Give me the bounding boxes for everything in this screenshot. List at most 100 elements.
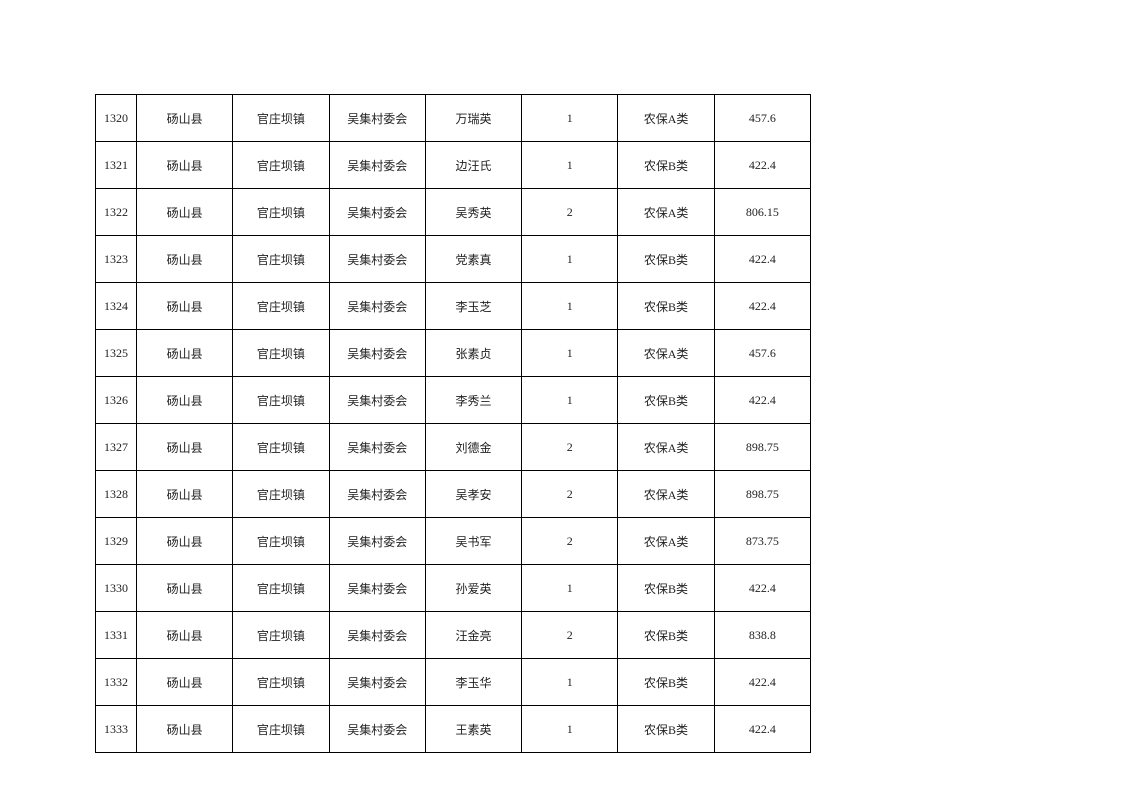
- cell-count: 2: [521, 470, 619, 518]
- cell-village-committee: 吴集村委会: [328, 188, 426, 236]
- cell-amount: 422.4: [713, 705, 812, 753]
- cell-insurance-type: 农保B类: [617, 611, 715, 659]
- table-row: 1329 砀山县 官庄坝镇 吴集村委会 吴书军 2 农保A类 873.75: [95, 517, 812, 565]
- cell-row-number: 1329: [95, 517, 137, 565]
- cell-village-committee: 吴集村委会: [328, 658, 426, 706]
- cell-insurance-type: 农保A类: [617, 517, 715, 565]
- cell-row-number: 1331: [95, 611, 137, 659]
- cell-count: 1: [521, 658, 619, 706]
- table-row: 1330 砀山县 官庄坝镇 吴集村委会 孙爱英 1 农保B类 422.4: [95, 564, 812, 612]
- cell-row-number: 1322: [95, 188, 137, 236]
- cell-person-name: 张素贞: [424, 329, 523, 377]
- cell-village-committee: 吴集村委会: [328, 423, 426, 471]
- cell-row-number: 1323: [95, 235, 137, 283]
- table-row: 1323 砀山县 官庄坝镇 吴集村委会 党素真 1 农保B类 422.4: [95, 235, 812, 283]
- cell-person-name: 李玉华: [424, 658, 523, 706]
- cell-village-committee: 吴集村委会: [328, 517, 426, 565]
- cell-amount: 422.4: [713, 658, 812, 706]
- cell-count: 2: [521, 517, 619, 565]
- table-row: 1332 砀山县 官庄坝镇 吴集村委会 李玉华 1 农保B类 422.4: [95, 658, 812, 706]
- cell-village-committee: 吴集村委会: [328, 611, 426, 659]
- cell-person-name: 党素真: [424, 235, 523, 283]
- cell-county: 砀山县: [135, 705, 234, 753]
- cell-insurance-type: 农保A类: [617, 329, 715, 377]
- cell-person-name: 李秀兰: [424, 376, 523, 424]
- cell-amount: 457.6: [713, 329, 812, 377]
- cell-town: 官庄坝镇: [232, 423, 330, 471]
- table-row: 1321 砀山县 官庄坝镇 吴集村委会 边汪氏 1 农保B类 422.4: [95, 141, 812, 189]
- cell-insurance-type: 农保A类: [617, 94, 715, 142]
- cell-town: 官庄坝镇: [232, 611, 330, 659]
- cell-count: 2: [521, 423, 619, 471]
- cell-town: 官庄坝镇: [232, 470, 330, 518]
- cell-row-number: 1333: [95, 705, 137, 753]
- cell-village-committee: 吴集村委会: [328, 282, 426, 330]
- cell-person-name: 王素英: [424, 705, 523, 753]
- cell-village-committee: 吴集村委会: [328, 141, 426, 189]
- table-row: 1320 砀山县 官庄坝镇 吴集村委会 万瑞英 1 农保A类 457.6: [95, 94, 812, 142]
- cell-person-name: 吴孝安: [424, 470, 523, 518]
- table-row: 1325 砀山县 官庄坝镇 吴集村委会 张素贞 1 农保A类 457.6: [95, 329, 812, 377]
- cell-amount: 422.4: [713, 141, 812, 189]
- cell-count: 1: [521, 282, 619, 330]
- cell-person-name: 吴秀英: [424, 188, 523, 236]
- cell-county: 砀山县: [135, 141, 234, 189]
- cell-row-number: 1328: [95, 470, 137, 518]
- cell-person-name: 边汪氏: [424, 141, 523, 189]
- cell-town: 官庄坝镇: [232, 376, 330, 424]
- cell-town: 官庄坝镇: [232, 658, 330, 706]
- cell-county: 砀山县: [135, 235, 234, 283]
- cell-town: 官庄坝镇: [232, 94, 330, 142]
- cell-amount: 422.4: [713, 564, 812, 612]
- cell-county: 砀山县: [135, 611, 234, 659]
- cell-count: 1: [521, 329, 619, 377]
- cell-amount: 898.75: [713, 470, 812, 518]
- cell-row-number: 1330: [95, 564, 137, 612]
- table-row: 1331 砀山县 官庄坝镇 吴集村委会 汪金亮 2 农保B类 838.8: [95, 611, 812, 659]
- cell-village-committee: 吴集村委会: [328, 235, 426, 283]
- cell-insurance-type: 农保B类: [617, 564, 715, 612]
- cell-county: 砀山县: [135, 282, 234, 330]
- cell-count: 2: [521, 611, 619, 659]
- cell-insurance-type: 农保A类: [617, 470, 715, 518]
- cell-county: 砀山县: [135, 188, 234, 236]
- cell-insurance-type: 农保B类: [617, 235, 715, 283]
- cell-person-name: 吴书军: [424, 517, 523, 565]
- cell-town: 官庄坝镇: [232, 564, 330, 612]
- cell-insurance-type: 农保B类: [617, 658, 715, 706]
- cell-person-name: 李玉芝: [424, 282, 523, 330]
- table-row: 1326 砀山县 官庄坝镇 吴集村委会 李秀兰 1 农保B类 422.4: [95, 376, 812, 424]
- cell-insurance-type: 农保B类: [617, 705, 715, 753]
- cell-amount: 873.75: [713, 517, 812, 565]
- cell-amount: 422.4: [713, 282, 812, 330]
- cell-county: 砀山县: [135, 423, 234, 471]
- cell-county: 砀山县: [135, 517, 234, 565]
- cell-village-committee: 吴集村委会: [328, 470, 426, 518]
- cell-person-name: 汪金亮: [424, 611, 523, 659]
- cell-village-committee: 吴集村委会: [328, 376, 426, 424]
- cell-village-committee: 吴集村委会: [328, 564, 426, 612]
- cell-county: 砀山县: [135, 564, 234, 612]
- cell-count: 1: [521, 94, 619, 142]
- table-row: 1327 砀山县 官庄坝镇 吴集村委会 刘德金 2 农保A类 898.75: [95, 423, 812, 471]
- cell-town: 官庄坝镇: [232, 188, 330, 236]
- table-row: 1328 砀山县 官庄坝镇 吴集村委会 吴孝安 2 农保A类 898.75: [95, 470, 812, 518]
- cell-count: 1: [521, 141, 619, 189]
- cell-village-committee: 吴集村委会: [328, 94, 426, 142]
- cell-town: 官庄坝镇: [232, 282, 330, 330]
- cell-person-name: 孙爱英: [424, 564, 523, 612]
- cell-amount: 422.4: [713, 235, 812, 283]
- cell-county: 砀山县: [135, 376, 234, 424]
- cell-town: 官庄坝镇: [232, 705, 330, 753]
- table-row: 1333 砀山县 官庄坝镇 吴集村委会 王素英 1 农保B类 422.4: [95, 705, 812, 753]
- cell-row-number: 1332: [95, 658, 137, 706]
- cell-insurance-type: 农保A类: [617, 423, 715, 471]
- cell-row-number: 1321: [95, 141, 137, 189]
- cell-amount: 806.15: [713, 188, 812, 236]
- cell-county: 砀山县: [135, 658, 234, 706]
- cell-count: 1: [521, 235, 619, 283]
- cell-row-number: 1324: [95, 282, 137, 330]
- cell-person-name: 刘德金: [424, 423, 523, 471]
- cell-insurance-type: 农保B类: [617, 282, 715, 330]
- cell-village-committee: 吴集村委会: [328, 329, 426, 377]
